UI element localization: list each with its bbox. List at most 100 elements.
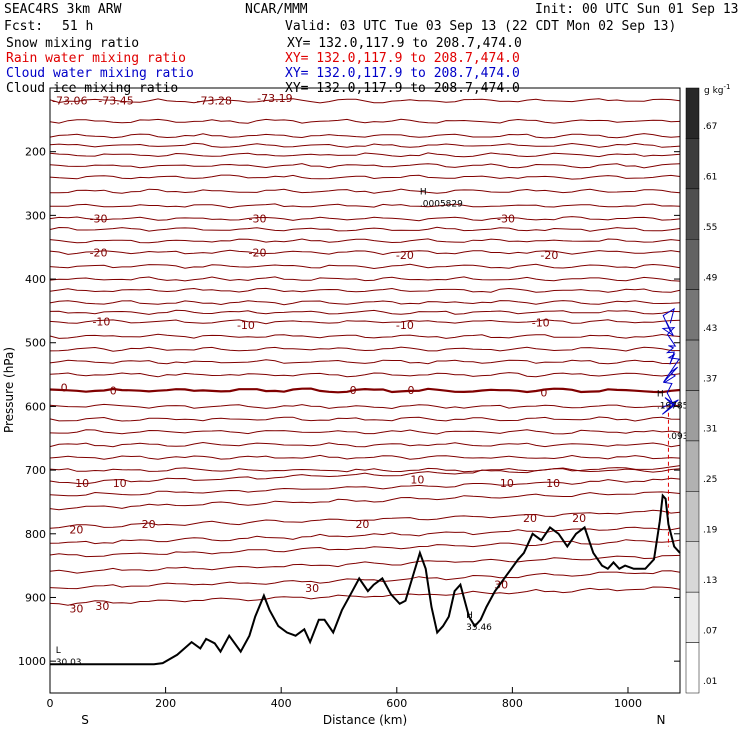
temperature-contour <box>49 346 681 352</box>
contour-label: 10 <box>75 477 89 490</box>
contour-label: 0 <box>350 384 357 397</box>
y-tick-label: 700 <box>25 464 46 477</box>
temperature-contour <box>49 509 681 529</box>
field-name-snow: Snow mixing ratio <box>6 36 139 51</box>
temperature-contour <box>49 441 681 448</box>
colorbar-tick-label: .43 <box>703 324 717 334</box>
colorbar-tick-label: .55 <box>703 223 717 233</box>
temperature-contour <box>49 372 681 378</box>
x-tick-label: 400 <box>271 697 292 710</box>
y-tick-label: 400 <box>25 273 46 286</box>
temperature-contour <box>49 226 681 232</box>
x-axis-ticks: 0 200 400 600 800 1000 <box>47 687 642 710</box>
temperature-contour <box>49 319 681 325</box>
contour-label: -10 <box>237 319 255 332</box>
temperature-contour <box>49 174 681 180</box>
contour-label: -20 <box>90 246 108 259</box>
y-tick-label: 600 <box>25 400 46 413</box>
x-tick-label: 800 <box>502 697 523 710</box>
forecast-hour: 51 h <box>62 19 93 34</box>
colorbar-tick-label: .07 <box>703 626 717 636</box>
temperature-contour <box>49 287 681 293</box>
x-tick-label: 200 <box>155 697 176 710</box>
temperature-contour <box>49 238 681 244</box>
forecast-label: Fcst: <box>4 19 43 34</box>
colorbar-tick-label: .31 <box>703 425 717 435</box>
contour-label: -10 <box>396 319 414 332</box>
colorbar-swatch <box>685 642 700 694</box>
freezing-level-contour <box>49 387 681 394</box>
colorbar-tick-label: .37 <box>703 374 717 384</box>
contour-label: -10 <box>92 316 110 329</box>
contour-label: 20 <box>572 512 586 525</box>
colorbar-tick-label: .25 <box>703 475 717 485</box>
contour-label: -73.28 <box>196 95 231 108</box>
temperature-contour <box>49 133 681 139</box>
temperature-contour <box>49 98 681 104</box>
contour-label: 20 <box>355 518 369 531</box>
colorbar-swatch <box>685 440 700 492</box>
field-xy-snow: XY= 132.0,117.9 to 208.7,474.0 <box>287 36 522 51</box>
colorbar-swatch <box>685 339 700 391</box>
model-name: SEAC4RS 3km ARW <box>4 2 122 17</box>
colorbar-swatch <box>685 87 700 139</box>
contour-label: -20 <box>540 249 558 262</box>
contour-label: 30 <box>305 582 319 595</box>
temperature-contour <box>49 333 681 339</box>
temperature-contour <box>49 142 681 148</box>
temperature-contours <box>49 98 681 606</box>
x-tick-label: 0 <box>47 697 54 710</box>
temperature-contour <box>49 477 681 497</box>
colorbar-tick-label: .13 <box>703 576 717 586</box>
colorbar-tick-label: .67 <box>703 122 717 132</box>
temperature-contour <box>49 118 681 124</box>
temperature-contour <box>49 586 681 606</box>
temperature-contour <box>49 152 681 158</box>
colorbar-swatch <box>685 289 700 341</box>
contour-label: 30 <box>95 600 109 613</box>
colorbar-tick-label: .19 <box>703 526 718 536</box>
contour-label: 10 <box>410 474 424 487</box>
extremum-letter: L <box>56 646 61 656</box>
contour-label: 10 <box>546 477 560 490</box>
temperature-contour <box>49 249 681 256</box>
temperature-contour <box>49 309 681 315</box>
contour-label: -30 <box>90 213 108 226</box>
contour-label: 10 <box>113 477 127 490</box>
temperature-contour <box>49 467 681 473</box>
contour-label: 20 <box>523 512 537 525</box>
contour-label: -20 <box>249 246 267 259</box>
valid-time: Valid: 03 UTC Tue 03 Sep 13 (22 CDT Mon … <box>285 19 676 34</box>
temperature-contour <box>49 300 681 306</box>
temperature-contour <box>49 526 681 545</box>
contour-label: 0 <box>110 385 117 398</box>
contour-label: -73.45 <box>98 95 133 108</box>
y-axis-title: Pressure (hPa) <box>2 347 16 433</box>
contour-label: 20 <box>69 523 83 536</box>
y-tick-label: 300 <box>25 209 46 222</box>
extremum-letter: H <box>420 188 427 198</box>
y-tick-label: 200 <box>25 146 46 159</box>
extremum-letter: H <box>657 390 664 400</box>
contour-label: -73.19 <box>257 92 292 105</box>
init-time: Init: 00 UTC Sun 01 Sep 13 <box>535 2 739 17</box>
temperature-contour <box>49 359 681 365</box>
x-tick-label: 1000 <box>614 697 642 710</box>
temperature-contour <box>49 539 681 558</box>
extremum-value: 35.46 <box>466 623 492 633</box>
temperature-contour <box>49 465 681 485</box>
field-xy-rain: XY= 132.0,117.9 to 208.7,474.0 <box>285 51 520 66</box>
extremum-value: .093 <box>668 432 688 442</box>
colorbar-swatch <box>685 138 700 190</box>
contour-label: -30 <box>497 213 515 226</box>
temperature-contour <box>49 276 681 282</box>
temperature-contour <box>49 163 681 169</box>
moisture-overlays <box>661 307 680 547</box>
contour-label: 10 <box>500 477 514 490</box>
colorbar-tick-label: .61 <box>703 173 717 183</box>
field-name-cloud-water: Cloud water mixing ratio <box>6 66 194 81</box>
temperature-contour <box>49 429 681 435</box>
contour-label: 30 <box>69 602 83 615</box>
temperature-contour <box>49 570 681 590</box>
colorbar-unit: g kg-1 <box>704 83 730 96</box>
